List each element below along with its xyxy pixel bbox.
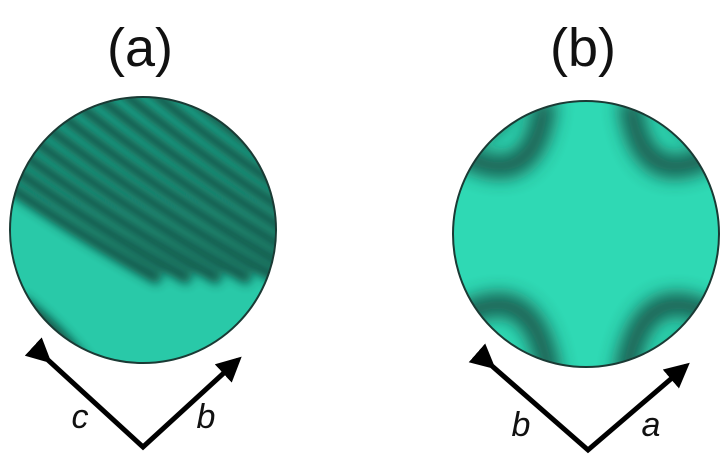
axis-label: c bbox=[72, 398, 89, 436]
fringe-pattern bbox=[440, 90, 720, 380]
fringe-pattern bbox=[0, 40, 490, 370]
figure: (a) c b (b) bbox=[0, 0, 720, 458]
axis-label: a bbox=[642, 406, 661, 444]
panel-label: (b) bbox=[550, 18, 616, 78]
axis-label: b bbox=[512, 406, 531, 444]
page: (a) c b (b) bbox=[0, 0, 720, 458]
axis-label: b bbox=[197, 398, 216, 436]
panel-label: (a) bbox=[107, 18, 173, 78]
